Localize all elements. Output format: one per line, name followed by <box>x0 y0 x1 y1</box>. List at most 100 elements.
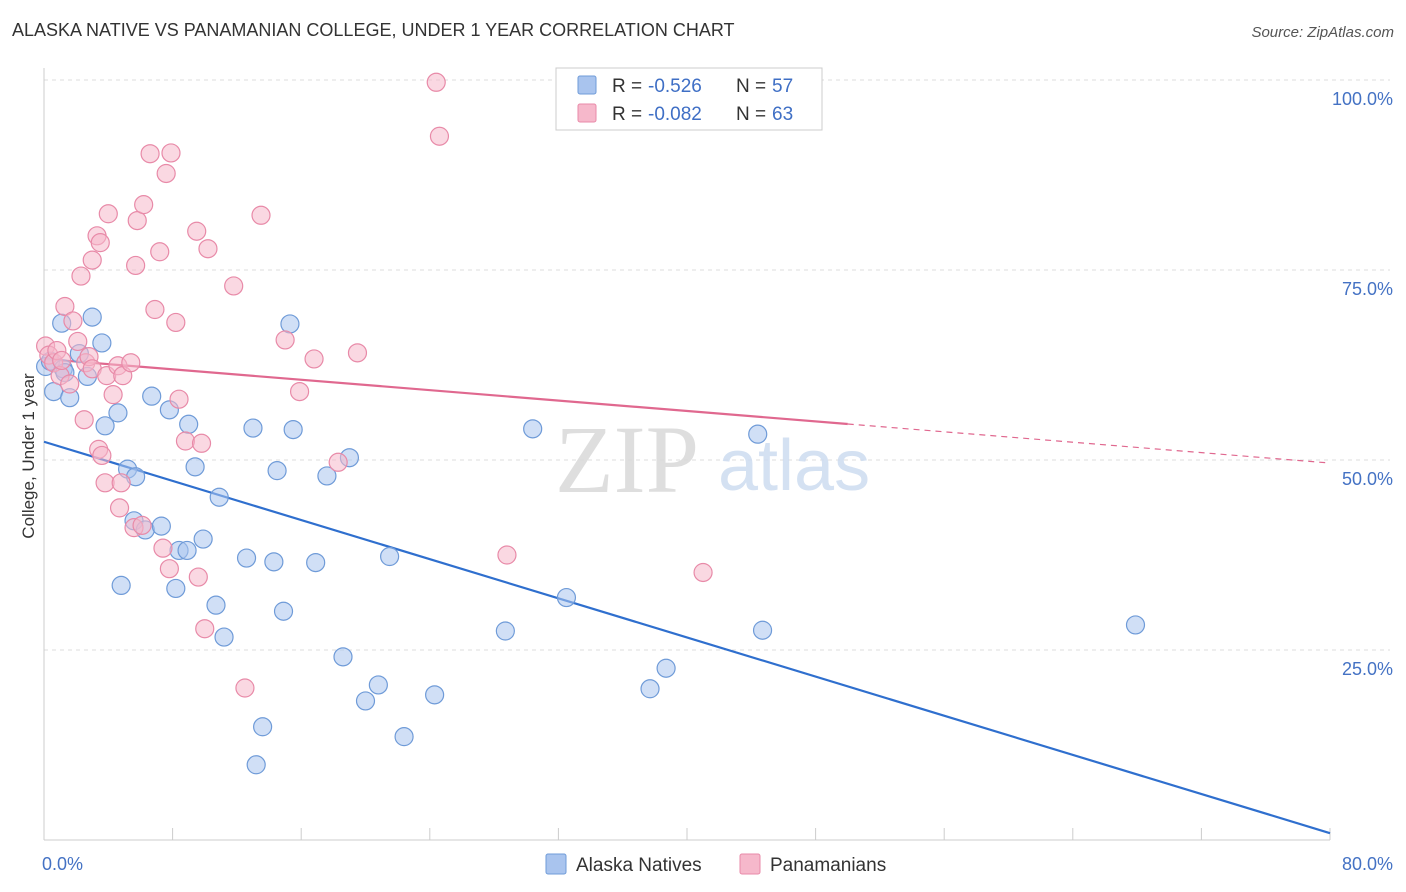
point-alaska-natives <box>166 578 186 599</box>
point-alaska-natives <box>495 621 515 641</box>
bottom-legend-label-panamanians: Panamanians <box>770 855 886 876</box>
point-alaska-natives <box>380 546 400 567</box>
legend-r-label-panamanians: R = <box>612 104 642 125</box>
point-alaska-natives <box>523 419 543 439</box>
point-alaska-natives <box>44 382 64 402</box>
point-panamanians <box>134 195 154 215</box>
x-tick-label: 0.0% <box>42 854 83 874</box>
point-panamanians <box>121 353 141 373</box>
x-tick-labels: 0.0% 80.0% <box>42 854 1393 874</box>
point-panamanians <box>74 410 94 430</box>
point-alaska-natives <box>355 691 376 711</box>
point-panamanians <box>150 242 170 262</box>
point-alaska-natives <box>394 727 414 747</box>
legend-r-label-alaska: R = <box>612 76 642 97</box>
point-panamanians <box>68 331 88 352</box>
point-panamanians <box>347 343 368 363</box>
point-panamanians <box>109 498 130 518</box>
point-alaska-natives <box>317 466 337 486</box>
point-panamanians <box>159 559 179 579</box>
legend-top: R = -0.526 N = 57 R = -0.082 N = 63 <box>555 67 823 131</box>
point-panamanians <box>429 126 450 146</box>
point-alaska-natives <box>209 487 229 507</box>
point-panamanians <box>289 382 310 402</box>
point-panamanians <box>71 266 91 286</box>
point-panamanians <box>195 619 215 639</box>
source-label: Source: ZipAtlas.com <box>1251 24 1394 41</box>
y-tick-label: 100.0% <box>1332 89 1393 109</box>
point-panamanians <box>60 374 80 394</box>
legend-swatch-panamanians <box>577 103 597 123</box>
point-panamanians <box>55 296 75 317</box>
data-points <box>36 72 1146 775</box>
point-alaska-natives <box>214 627 234 647</box>
legend-top-box <box>555 67 823 131</box>
point-alaska-natives <box>193 529 213 549</box>
point-alaska-natives <box>95 416 115 436</box>
x-ticks <box>172 828 1331 840</box>
bottom-legend-swatch-panamanians <box>739 853 761 875</box>
point-panamanians <box>127 211 147 231</box>
grid-lines <box>44 79 1390 651</box>
x-tick-label: 80.0% <box>1342 854 1393 874</box>
legend-n-label-alaska: N = <box>736 76 766 97</box>
legend-bottom: Alaska Natives Panamanians <box>545 853 886 876</box>
point-panamanians <box>90 233 110 253</box>
point-panamanians <box>95 473 115 493</box>
point-panamanians <box>187 221 207 241</box>
point-alaska-natives <box>246 755 266 775</box>
point-panamanians <box>188 567 208 587</box>
point-panamanians <box>103 385 123 405</box>
point-alaska-natives <box>243 418 263 438</box>
point-alaska-natives <box>264 552 284 572</box>
legend-n-value-panamanians: 63 <box>772 104 793 125</box>
point-panamanians <box>191 433 212 453</box>
point-alaska-natives <box>253 717 273 737</box>
point-alaska-natives <box>206 595 226 615</box>
point-panamanians <box>328 452 348 472</box>
legend-n-label-panamanians: N = <box>736 104 766 125</box>
point-panamanians <box>111 473 131 493</box>
point-alaska-natives <box>273 601 294 621</box>
point-alaska-natives <box>556 587 577 608</box>
point-alaska-natives <box>425 685 445 705</box>
trend-line-panamanians-dashed <box>847 423 1331 464</box>
legend-r-value-alaska: -0.526 <box>648 76 702 97</box>
point-panamanians <box>156 163 176 184</box>
trend-line-alaska-natives <box>43 440 1331 835</box>
point-panamanians <box>304 349 324 369</box>
point-alaska-natives <box>111 575 131 596</box>
point-alaska-natives <box>656 658 676 678</box>
point-alaska-natives <box>151 516 171 536</box>
bottom-legend-swatch-alaska-natives <box>545 853 567 875</box>
point-alaska-natives <box>185 457 205 477</box>
point-panamanians <box>92 445 112 466</box>
chart-title: ALASKA NATIVE VS PANAMANIAN COLLEGE, UND… <box>12 20 735 40</box>
legend-row-panamanians: R = -0.082 N = 63 <box>577 103 793 125</box>
point-alaska-natives <box>306 552 326 573</box>
point-alaska-natives <box>283 420 303 440</box>
point-alaska-natives <box>108 403 128 423</box>
point-alaska-natives <box>267 461 287 481</box>
y-tick-label: 75.0% <box>1342 279 1393 299</box>
point-alaska-natives <box>142 386 162 406</box>
point-alaska-natives <box>752 620 773 640</box>
point-alaska-natives <box>333 647 353 667</box>
y-tick-label: 25.0% <box>1342 659 1393 679</box>
y-tick-label: 50.0% <box>1342 469 1393 489</box>
point-alaska-natives <box>179 414 199 434</box>
point-panamanians <box>98 204 118 224</box>
point-panamanians <box>52 350 72 371</box>
point-panamanians <box>251 205 271 225</box>
point-panamanians <box>693 562 713 583</box>
point-panamanians <box>224 276 244 296</box>
trend-lines <box>43 357 1331 835</box>
watermark: ZIP atlas <box>555 406 870 513</box>
y-tick-labels: 25.0% 50.0% 75.0% 100.0% <box>1332 89 1393 679</box>
point-panamanians <box>82 250 102 270</box>
point-panamanians <box>275 330 295 350</box>
point-alaska-natives <box>236 548 257 568</box>
point-panamanians <box>166 312 186 333</box>
point-panamanians <box>426 72 446 92</box>
